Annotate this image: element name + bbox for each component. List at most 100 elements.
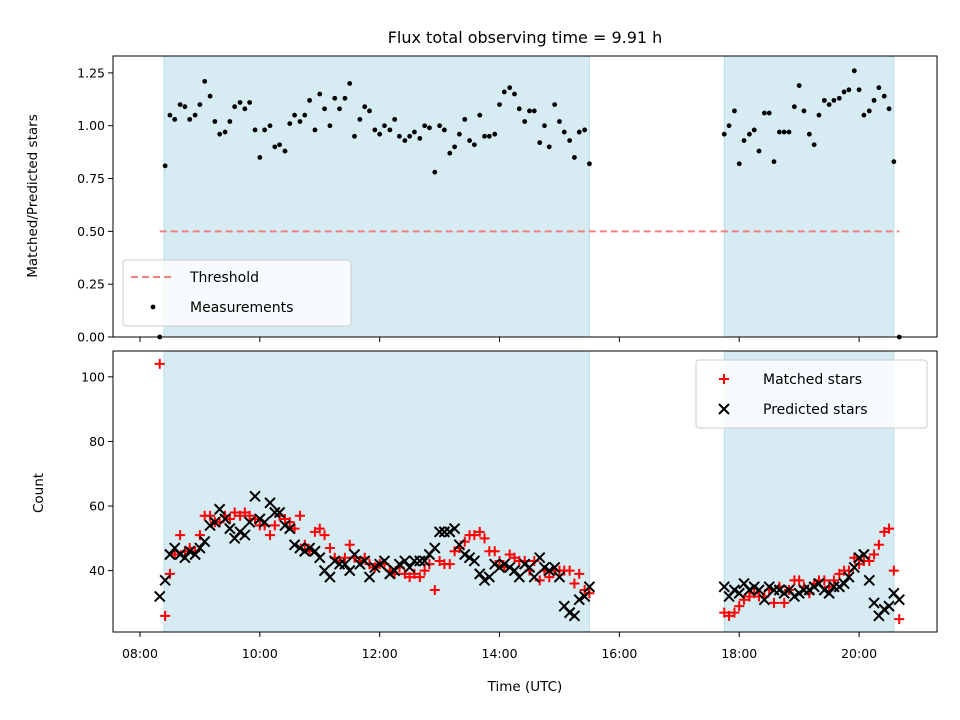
measurement-point <box>422 123 428 129</box>
top-plot-frame <box>112 55 938 338</box>
matched-stars-point <box>794 575 805 586</box>
measurement-point <box>277 142 282 148</box>
matched-stars-point <box>569 578 580 589</box>
measurement-point <box>791 104 797 110</box>
predicted-stars-point <box>403 561 416 574</box>
bottom-y-tick-label: 60 <box>89 499 105 514</box>
measurement-point <box>572 155 577 160</box>
predicted-stars-point <box>358 555 371 567</box>
matched-stars-point <box>265 530 276 541</box>
measurement-point <box>297 119 303 124</box>
predicted-stars-point <box>448 522 461 535</box>
measurement-point <box>751 127 757 133</box>
measurement-point <box>721 131 727 137</box>
predicted-stars-point <box>528 571 540 583</box>
predicted-stars-point <box>314 552 326 564</box>
predicted-stars-point <box>239 529 251 541</box>
measurement-point <box>781 129 787 135</box>
predicted-stars-point <box>303 542 316 554</box>
measurement-point <box>881 93 887 99</box>
matched-stars-point <box>164 568 175 579</box>
bottom-observing-window-1 <box>163 350 590 633</box>
predicted-stars-point <box>868 597 880 609</box>
measurement-point <box>806 131 812 137</box>
matched-stars-point <box>479 533 490 544</box>
legend-matched-label: Matched stars <box>763 372 862 388</box>
bottom-count-panel: 40 60 80 100 08:00 10:00 12:00 14:00 16:00 18:00 2… <box>81 350 938 661</box>
measurement-point <box>237 100 243 105</box>
measurement-point <box>302 112 308 118</box>
matched-stars-point <box>734 601 745 612</box>
predicted-stars-point <box>399 555 411 567</box>
measurement-point <box>322 106 327 112</box>
predicted-stars-point <box>378 555 391 567</box>
measurement-point <box>876 85 882 91</box>
top-legend-box <box>122 259 352 327</box>
x-tick-label: 18:00 <box>721 646 757 661</box>
measurement-point <box>741 138 747 143</box>
measurement-point <box>227 119 233 124</box>
measurement-point <box>332 95 338 101</box>
measurement-point <box>447 150 453 156</box>
predicted-stars-point <box>858 548 870 561</box>
measurement-point <box>272 144 278 150</box>
matched-stars-point <box>294 510 305 521</box>
matched-stars-point <box>884 523 895 534</box>
measurement-point <box>352 133 357 139</box>
predicted-stars-point <box>523 561 536 574</box>
measurement-point <box>367 108 372 114</box>
measurement-point <box>552 102 558 107</box>
predicted-stars-point <box>198 535 211 548</box>
top-y-tick-label: 1.25 <box>77 65 105 80</box>
measurement-point <box>756 148 762 154</box>
x-tick-label: 20:00 <box>841 646 877 661</box>
matched-stars-point <box>873 539 884 550</box>
matched-stars-point <box>169 549 180 560</box>
matched-stars-point <box>444 559 455 570</box>
predicted-stars-point <box>243 516 256 528</box>
top-y-axis-label: Matched/Predicted stars <box>25 114 41 277</box>
predicted-stars-point <box>863 574 875 587</box>
predicted-stars-point <box>154 590 166 603</box>
x-axis-label: Time (UTC) <box>487 679 563 695</box>
measurement-point <box>522 119 528 124</box>
measurement-point <box>477 112 483 118</box>
predicted-stars-point <box>339 558 351 570</box>
matched-stars-point <box>894 614 905 625</box>
predicted-stars-point <box>273 506 286 519</box>
measurement-point <box>776 129 782 135</box>
predicted-stars-point <box>838 577 850 590</box>
measurement-point <box>546 144 552 150</box>
matched-stars-point <box>289 523 300 534</box>
measurement-point <box>247 100 253 105</box>
x-tick-label: 08:00 <box>122 646 158 661</box>
measurement-point <box>307 97 312 103</box>
matched-stars-point <box>409 568 420 579</box>
measurement-point <box>162 163 168 169</box>
measurement-point <box>507 85 513 91</box>
measurement-point <box>851 68 857 74</box>
matched-stars-point <box>194 530 205 541</box>
measurement-point <box>232 104 238 110</box>
matched-stars-point <box>229 507 240 518</box>
measurement-point <box>292 112 297 118</box>
matched-stars-point <box>419 565 430 576</box>
measurement-point <box>392 116 398 122</box>
measurement-point <box>167 112 173 118</box>
measurement-point <box>576 129 582 135</box>
predicted-stars-point <box>758 593 771 606</box>
matched-stars-point <box>154 358 165 369</box>
matched-stars-point <box>299 539 310 550</box>
predicted-stars-point <box>433 526 446 538</box>
measurement-point <box>262 127 268 133</box>
measurement-point <box>441 127 447 133</box>
measurement-point <box>527 108 532 114</box>
measurement-point <box>726 123 732 129</box>
measurement-point <box>217 131 223 137</box>
matched-stars-point <box>469 530 480 541</box>
measurement-point <box>786 129 792 135</box>
bottom-plot-frame <box>112 350 938 633</box>
predicted-stars-point <box>578 590 591 603</box>
measurement-point <box>497 102 502 107</box>
measurement-point <box>766 110 772 116</box>
